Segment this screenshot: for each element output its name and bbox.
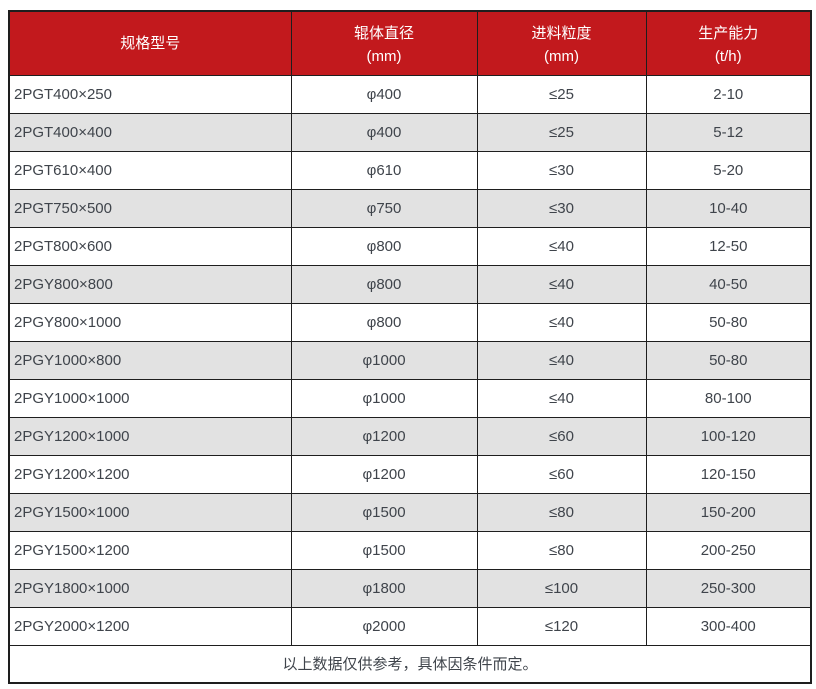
table-row: 2PGY800×1000 φ800 ≤40 50-80 [8,302,812,342]
cell-feed-size: ≤40 [476,302,647,342]
cell-roller-diameter: φ800 [290,264,478,304]
column-header-roller-diameter: 辊体直径 (mm) [290,10,478,76]
cell-feed-size: ≤40 [476,340,647,380]
table-row: 2PGT400×400 φ400 ≤25 5-12 [8,112,812,152]
cell-feed-size: ≤30 [476,150,647,190]
cell-feed-size: ≤40 [476,264,647,304]
cell-capacity: 10-40 [645,188,812,228]
cell-feed-size: ≤40 [476,378,647,418]
table-row: 2PGY1000×1000 φ1000 ≤40 80-100 [8,378,812,418]
cell-roller-diameter: φ610 [290,150,478,190]
cell-model: 2PGT400×250 [8,74,292,114]
cell-roller-diameter: φ1200 [290,416,478,456]
cell-roller-diameter: φ1500 [290,530,478,570]
cell-roller-diameter: φ1000 [290,378,478,418]
cell-model: 2PGY1000×800 [8,340,292,380]
cell-feed-size: ≤40 [476,226,647,266]
cell-feed-size: ≤25 [476,112,647,152]
cell-roller-diameter: φ400 [290,74,478,114]
cell-model: 2PGT800×600 [8,226,292,266]
cell-model: 2PGY1200×1200 [8,454,292,494]
table-row: 2PGY1500×1000 φ1500 ≤80 150-200 [8,492,812,532]
cell-feed-size: ≤120 [476,606,647,646]
table-row: 2PGY2000×1200 φ2000 ≤120 300-400 [8,606,812,646]
cell-roller-diameter: φ800 [290,302,478,342]
cell-roller-diameter: φ1800 [290,568,478,608]
table-row: 2PGY1800×1000 φ1800 ≤100 250-300 [8,568,812,608]
cell-roller-diameter: φ400 [290,112,478,152]
cell-capacity: 300-400 [645,606,812,646]
cell-roller-diameter: φ1200 [290,454,478,494]
column-header-capacity-unit: (t/h) [714,48,742,65]
cell-capacity: 50-80 [645,302,812,342]
cell-model: 2PGY2000×1200 [8,606,292,646]
cell-model: 2PGY1000×1000 [8,378,292,418]
spec-table: 规格型号 辊体直径 (mm) 进料粒度 (mm) 生产能力 (t/h) 2PGT… [8,10,812,684]
column-header-capacity-label: 生产能力 [698,25,759,42]
table-row: 2PGT400×250 φ400 ≤25 2-10 [8,74,812,114]
cell-model: 2PGY1500×1000 [8,492,292,532]
column-header-roller-diameter-unit: (mm) [366,48,402,65]
column-header-capacity: 生产能力 (t/h) [645,10,812,76]
cell-capacity: 5-20 [645,150,812,190]
footer-row: 以上数据仅供参考，具体因条件而定。 [8,644,812,684]
cell-roller-diameter: φ1000 [290,340,478,380]
cell-roller-diameter: φ800 [290,226,478,266]
table-row: 2PGY1000×800 φ1000 ≤40 50-80 [8,340,812,380]
table-row: 2PGT750×500 φ750 ≤30 10-40 [8,188,812,228]
cell-capacity: 12-50 [645,226,812,266]
cell-model: 2PGT400×400 [8,112,292,152]
cell-feed-size: ≤80 [476,492,647,532]
column-header-model: 规格型号 [8,10,292,76]
table-row: 2PGT800×600 φ800 ≤40 12-50 [8,226,812,266]
column-header-feed-size: 进料粒度 (mm) [476,10,647,76]
cell-model: 2PGY1200×1000 [8,416,292,456]
cell-feed-size: ≤60 [476,454,647,494]
cell-feed-size: ≤100 [476,568,647,608]
table-row: 2PGT610×400 φ610 ≤30 5-20 [8,150,812,190]
column-header-feed-size-unit: (mm) [544,48,579,65]
table-row: 2PGY800×800 φ800 ≤40 40-50 [8,264,812,304]
cell-feed-size: ≤30 [476,188,647,228]
cell-capacity: 200-250 [645,530,812,570]
cell-capacity: 5-12 [645,112,812,152]
column-header-feed-size-label: 进料粒度 [531,25,592,42]
cell-model: 2PGY1500×1200 [8,530,292,570]
cell-capacity: 80-100 [645,378,812,418]
cell-feed-size: ≤60 [476,416,647,456]
cell-capacity: 250-300 [645,568,812,608]
column-header-model-label: 规格型号 [120,34,181,52]
cell-capacity: 40-50 [645,264,812,304]
cell-roller-diameter: φ750 [290,188,478,228]
cell-model: 2PGT610×400 [8,150,292,190]
footer-note: 以上数据仅供参考，具体因条件而定。 [8,644,812,684]
cell-capacity: 100-120 [645,416,812,456]
cell-model: 2PGY800×800 [8,264,292,304]
cell-roller-diameter: φ1500 [290,492,478,532]
table-row: 2PGY1500×1200 φ1500 ≤80 200-250 [8,530,812,570]
table-row: 2PGY1200×1200 φ1200 ≤60 120-150 [8,454,812,494]
table-row: 2PGY1200×1000 φ1200 ≤60 100-120 [8,416,812,456]
header-row: 规格型号 辊体直径 (mm) 进料粒度 (mm) 生产能力 (t/h) [8,10,812,76]
cell-feed-size: ≤80 [476,530,647,570]
cell-capacity: 150-200 [645,492,812,532]
column-header-roller-diameter-label: 辊体直径 [353,25,414,42]
cell-model: 2PGT750×500 [8,188,292,228]
cell-capacity: 2-10 [645,74,812,114]
cell-feed-size: ≤25 [476,74,647,114]
cell-roller-diameter: φ2000 [290,606,478,646]
cell-model: 2PGY800×1000 [8,302,292,342]
cell-capacity: 50-80 [645,340,812,380]
cell-capacity: 120-150 [645,454,812,494]
cell-model: 2PGY1800×1000 [8,568,292,608]
